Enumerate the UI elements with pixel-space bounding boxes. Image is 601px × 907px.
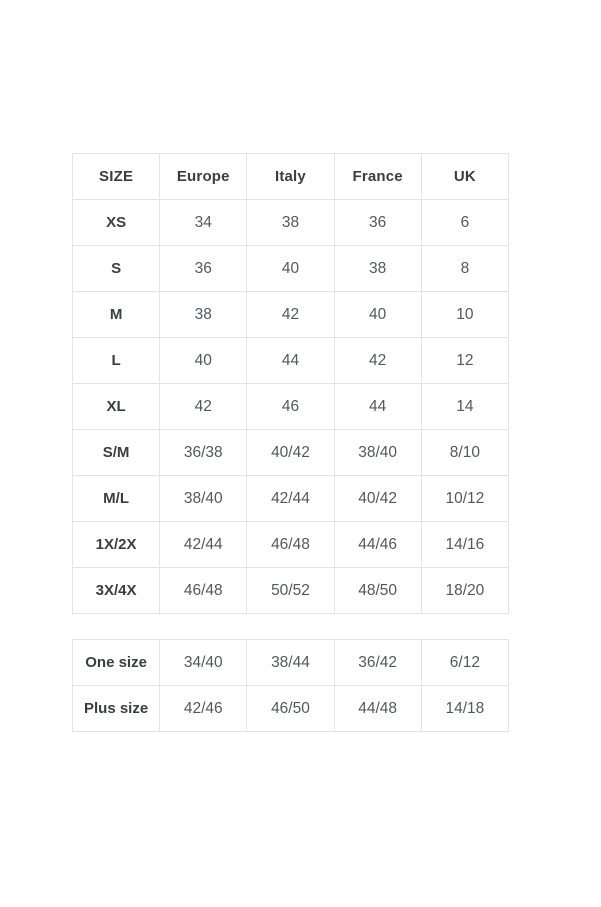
size-cell: 14/16 xyxy=(420,521,510,568)
size-cell: 38 xyxy=(333,245,422,292)
size-conversion-table: SIZE Europe Italy France UK XS 34 38 36 6 S 36… xyxy=(71,153,510,614)
size-cell: 44/46 xyxy=(333,521,422,568)
special-sizes-table: One size 34/40 38/44 36/42 6/12 Plus size 42/4… xyxy=(71,639,510,732)
table-row: L 40 44 42 12 xyxy=(71,337,510,384)
column-header-uk: UK xyxy=(420,153,510,200)
size-cell: 44 xyxy=(246,337,335,384)
table-row: 1X/2X 42/44 46/48 44/46 14/16 xyxy=(71,521,510,568)
size-cell: 46/50 xyxy=(246,685,335,732)
special-sizes-body: One size 34/40 38/44 36/42 6/12 Plus size 42/4… xyxy=(71,639,510,732)
size-chart-container: SIZE Europe Italy France UK XS 34 38 36 6 S 36… xyxy=(71,153,510,732)
table-row: S 36 40 38 8 xyxy=(71,245,510,292)
column-header-size: SIZE xyxy=(71,153,161,200)
size-cell: 50/52 xyxy=(246,567,335,614)
table-row: 3X/4X 46/48 50/52 48/50 18/20 xyxy=(71,567,510,614)
size-cell: 40 xyxy=(159,337,248,384)
row-label: One size xyxy=(71,639,161,686)
column-header-italy: Italy xyxy=(246,153,335,200)
size-cell: 42/44 xyxy=(159,521,248,568)
column-header-france: France xyxy=(333,153,422,200)
row-label: S xyxy=(71,245,161,292)
size-cell: 38 xyxy=(159,291,248,338)
size-cell: 42 xyxy=(246,291,335,338)
size-cell: 10 xyxy=(420,291,510,338)
size-cell: 8 xyxy=(420,245,510,292)
size-cell: 42/44 xyxy=(246,475,335,522)
table-row: XL 42 46 44 14 xyxy=(71,383,510,430)
column-header-europe: Europe xyxy=(159,153,248,200)
row-label: M xyxy=(71,291,161,338)
row-label: S/M xyxy=(71,429,161,476)
size-cell: 18/20 xyxy=(420,567,510,614)
row-label: M/L xyxy=(71,475,161,522)
size-cell: 40/42 xyxy=(246,429,335,476)
size-cell: 44 xyxy=(333,383,422,430)
size-cell: 36 xyxy=(159,245,248,292)
size-cell: 40 xyxy=(246,245,335,292)
size-cell: 42 xyxy=(159,383,248,430)
size-table-header: SIZE Europe Italy France UK xyxy=(71,153,510,200)
table-row: Plus size 42/46 46/50 44/48 14/18 xyxy=(71,685,510,732)
size-cell: 46 xyxy=(246,383,335,430)
size-cell: 38 xyxy=(246,199,335,246)
size-cell: 46/48 xyxy=(159,567,248,614)
size-cell: 38/44 xyxy=(246,639,335,686)
size-table-body: XS 34 38 36 6 S 36 40 38 8 M 38 42 40 10 L 40 44 42 12 XL 42 4… xyxy=(71,199,510,614)
size-cell: 46/48 xyxy=(246,521,335,568)
size-cell: 40 xyxy=(333,291,422,338)
size-cell: 40/42 xyxy=(333,475,422,522)
size-cell: 8/10 xyxy=(420,429,510,476)
row-label: XL xyxy=(71,383,161,430)
size-cell: 38/40 xyxy=(333,429,422,476)
row-label: Plus size xyxy=(71,685,161,732)
size-cell: 38/40 xyxy=(159,475,248,522)
size-cell: 44/48 xyxy=(333,685,422,732)
table-row: XS 34 38 36 6 xyxy=(71,199,510,246)
size-cell: 34/40 xyxy=(159,639,248,686)
size-cell: 34 xyxy=(159,199,248,246)
size-cell: 14 xyxy=(420,383,510,430)
row-label: XS xyxy=(71,199,161,246)
size-cell: 42/46 xyxy=(159,685,248,732)
size-cell: 36/38 xyxy=(159,429,248,476)
header-row: SIZE Europe Italy France UK xyxy=(71,153,510,200)
table-row: M/L 38/40 42/44 40/42 10/12 xyxy=(71,475,510,522)
size-cell: 36/42 xyxy=(333,639,422,686)
table-row: M 38 42 40 10 xyxy=(71,291,510,338)
size-cell: 12 xyxy=(420,337,510,384)
size-cell: 14/18 xyxy=(420,685,510,732)
table-row: One size 34/40 38/44 36/42 6/12 xyxy=(71,639,510,686)
row-label: L xyxy=(71,337,161,384)
size-cell: 6/12 xyxy=(420,639,510,686)
size-cell: 36 xyxy=(333,199,422,246)
size-cell: 48/50 xyxy=(333,567,422,614)
row-label: 1X/2X xyxy=(71,521,161,568)
size-cell: 6 xyxy=(420,199,510,246)
table-row: S/M 36/38 40/42 38/40 8/10 xyxy=(71,429,510,476)
size-cell: 10/12 xyxy=(420,475,510,522)
size-cell: 42 xyxy=(333,337,422,384)
row-label: 3X/4X xyxy=(71,567,161,614)
